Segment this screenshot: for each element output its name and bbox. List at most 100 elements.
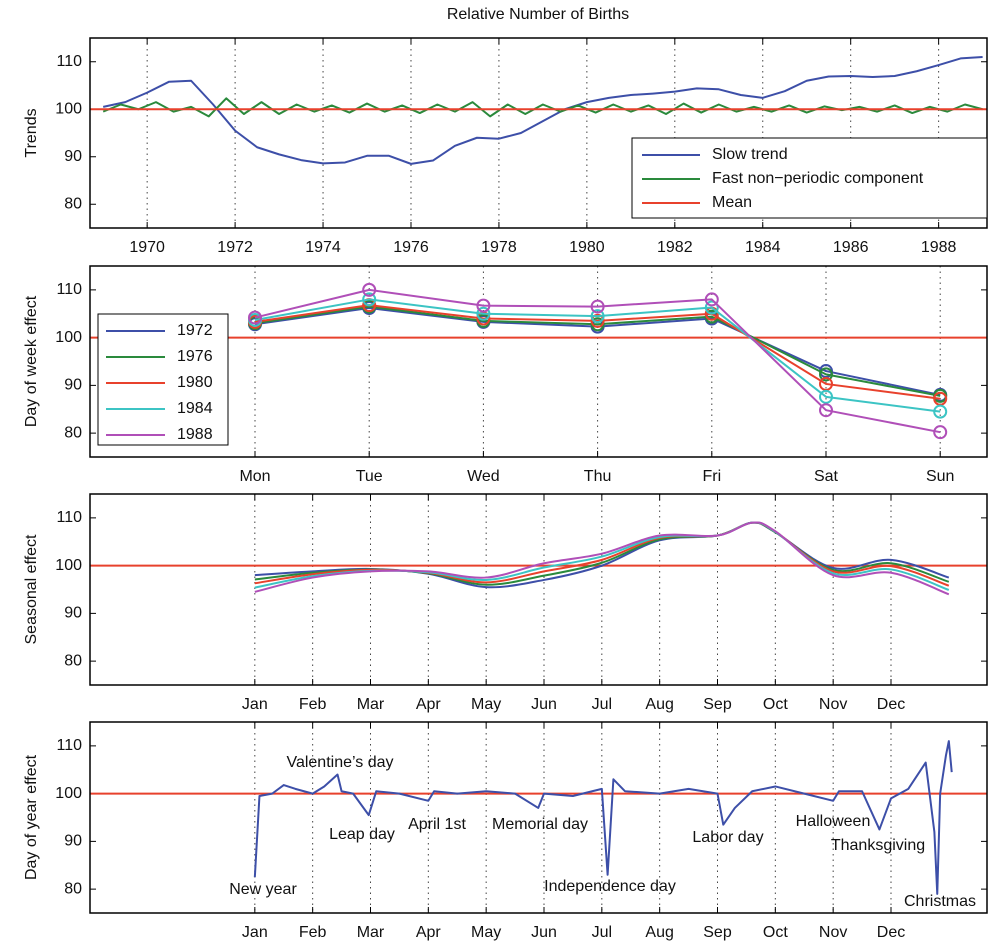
marker <box>819 367 833 382</box>
x-tick-label: Mar <box>357 924 385 941</box>
x-tick-label: 1980 <box>569 239 605 256</box>
plot-area <box>90 740 987 895</box>
x-tick-label: May <box>471 924 501 941</box>
x-tick-label: Nov <box>819 696 847 713</box>
x-tick-label: Apr <box>416 696 442 713</box>
legend-label: 1988 <box>177 426 213 443</box>
annotation: Halloween <box>796 813 871 830</box>
x-tick-label: Oct <box>763 696 788 713</box>
marker <box>704 300 719 315</box>
series-line <box>102 56 983 165</box>
y-axis-label: Seasonal effect <box>23 534 40 645</box>
plot-area <box>90 282 987 440</box>
x-tick-label: Sep <box>703 924 732 941</box>
x-tick-label: Jun <box>531 696 557 713</box>
x-tick-label: 1976 <box>393 239 429 256</box>
y-tick-label: 80 <box>64 424 82 441</box>
x-tick-label: Wed <box>467 468 500 485</box>
annotation: Memorial day <box>492 816 588 833</box>
series-line <box>254 305 941 397</box>
x-tick-label: May <box>471 696 501 713</box>
marker <box>248 310 262 325</box>
x-tick-label: 1984 <box>745 239 781 256</box>
plot-area <box>90 56 987 165</box>
y-tick-label: 110 <box>56 281 82 298</box>
y-tick-label: 90 <box>64 148 82 165</box>
marker <box>933 404 948 419</box>
x-tick-label: Nov <box>819 924 847 941</box>
y-tick-label: 80 <box>64 880 82 897</box>
chart-title: Relative Number of Births <box>447 6 629 23</box>
y-tick-label: 110 <box>56 509 82 526</box>
annotation: April 1st <box>408 816 466 833</box>
x-tick-label: Jun <box>531 924 557 941</box>
y-tick-label: 90 <box>64 377 82 394</box>
legend-label: 1976 <box>177 348 213 365</box>
x-tick-label: Thu <box>584 468 612 485</box>
x-tick-label: Oct <box>763 924 788 941</box>
y-axis-label: Day of week effect <box>23 295 40 427</box>
x-tick-label: 1978 <box>481 239 517 256</box>
x-tick-label: Mar <box>357 696 385 713</box>
x-tick-label: 1986 <box>833 239 869 256</box>
series-line <box>254 288 941 434</box>
marker <box>476 298 491 313</box>
axes-frame <box>89 37 988 229</box>
annotation: Leap day <box>329 826 395 843</box>
x-tick-label: Feb <box>299 924 327 941</box>
y-tick-label: 110 <box>56 737 82 754</box>
y-tick-label: 80 <box>64 652 82 669</box>
marker <box>819 389 833 404</box>
marker <box>362 292 377 307</box>
annotation: Thanksgiving <box>831 837 925 854</box>
marker <box>590 299 605 314</box>
series-line <box>102 97 983 118</box>
x-tick-label: Feb <box>299 696 327 713</box>
x-tick-label: Tue <box>356 468 383 485</box>
x-tick-label: Aug <box>645 696 673 713</box>
annotation: Independence day <box>544 878 676 895</box>
legend-label: 1980 <box>177 374 213 391</box>
x-tick-label: Jul <box>592 696 612 713</box>
x-tick-label: Apr <box>416 924 442 941</box>
marker <box>590 309 605 324</box>
legend-label: 1984 <box>177 400 213 417</box>
y-tick-label: 90 <box>64 605 82 622</box>
y-axis-label: Day of year effect <box>23 754 40 880</box>
x-tick-label: 1970 <box>129 239 165 256</box>
x-tick-label: Jan <box>242 696 268 713</box>
marker <box>819 403 833 418</box>
x-tick-label: Jan <box>242 924 268 941</box>
axes-frame <box>89 721 988 914</box>
annotation: New year <box>229 881 297 898</box>
x-tick-label: Mon <box>239 468 270 485</box>
x-tick-label: 1974 <box>305 239 341 256</box>
x-tick-label: Jul <box>592 924 612 941</box>
x-tick-label: 1988 <box>921 239 957 256</box>
marker <box>590 313 605 328</box>
annotation: Christmas <box>904 893 976 910</box>
x-tick-label: 1982 <box>657 239 693 256</box>
marker <box>933 425 948 440</box>
plot-area <box>90 521 987 596</box>
marker <box>362 282 377 297</box>
marker <box>476 306 491 321</box>
legend-label: Fast non−periodic component <box>712 170 924 187</box>
y-tick-label: 100 <box>55 329 82 346</box>
y-tick-label: 110 <box>56 53 82 70</box>
annotation: Labor day <box>692 829 763 846</box>
series-line <box>254 298 941 413</box>
marker <box>704 292 719 307</box>
x-tick-label: 1972 <box>217 239 253 256</box>
series-line <box>254 521 950 596</box>
axes-frame <box>89 265 988 458</box>
x-tick-label: Fri <box>702 468 721 485</box>
legend-box <box>97 313 229 446</box>
y-tick-label: 100 <box>55 100 82 117</box>
x-tick-label: Sep <box>703 696 732 713</box>
x-tick-label: Sat <box>814 468 839 485</box>
series-line <box>253 740 953 895</box>
y-tick-label: 100 <box>55 785 82 802</box>
